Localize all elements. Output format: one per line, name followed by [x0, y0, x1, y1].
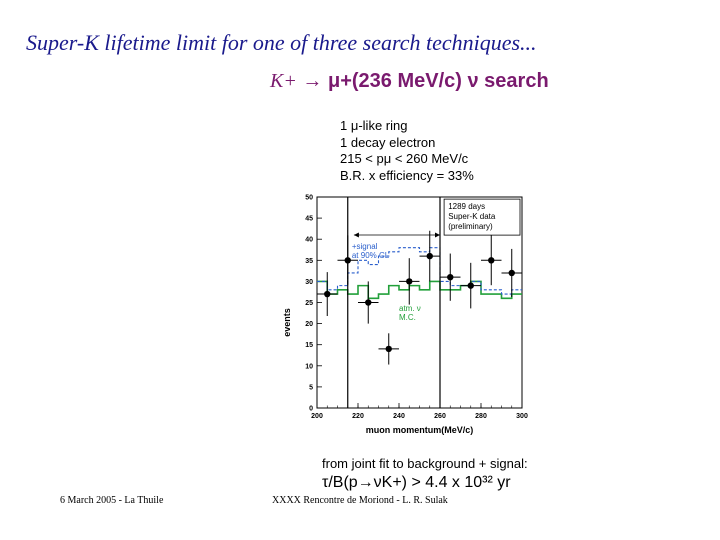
cut-window-arrowhead-right — [435, 232, 440, 238]
annotation-box-line: (preliminary) — [448, 222, 493, 231]
mc-annotation: M.C. — [399, 313, 416, 322]
search-heading: K+ → μ+(236 MeV/c) ν search — [270, 70, 549, 93]
data-point — [426, 252, 433, 260]
annotation-box-line: Super-K data — [448, 212, 496, 221]
data-point — [324, 290, 331, 298]
data-point — [344, 257, 351, 264]
lifetime-limit: τ/B(p→νK+) > 4.4 x 10³² yr — [322, 474, 511, 491]
y-tick-label: 5 — [309, 384, 313, 391]
result-caption: from joint fit to background + signal: — [322, 456, 528, 471]
x-axis-label: muon momentum(MeV/c) — [366, 425, 474, 435]
data-point — [406, 278, 413, 285]
y-tick-label: 25 — [305, 300, 313, 307]
y-tick-label: 20 — [305, 321, 313, 328]
mc-histogram — [317, 280, 522, 300]
y-tick-label: 45 — [305, 216, 313, 223]
data-point — [488, 257, 495, 264]
cut-line-1: 1 μ-like ring — [340, 118, 408, 133]
y-tick-label: 35 — [305, 258, 313, 265]
y-tick-label: 0 — [309, 406, 313, 413]
x-tick-label: 260 — [434, 413, 446, 420]
y-tick-label: 10 — [305, 363, 313, 370]
y-tick-label: 30 — [305, 279, 313, 286]
data-point — [447, 273, 454, 281]
y-axis-label: events — [282, 308, 292, 337]
selection-cuts: 1 μ-like ring 1 decay electron 215 < pμ … — [340, 118, 474, 184]
x-tick-label: 220 — [352, 413, 364, 420]
search-decay-text: → μ+(236 MeV/c) ν search — [302, 70, 549, 92]
x-tick-label: 240 — [393, 413, 405, 420]
cut-line-3: 215 < pμ < 260 MeV/c — [340, 151, 469, 166]
cut-line-4: B.R. x efficiency = 33% — [340, 167, 474, 183]
x-tick-label: 200 — [311, 413, 323, 420]
signal-annotation: +signal — [352, 242, 378, 251]
y-tick-label: 15 — [305, 342, 313, 349]
muon-momentum-chart: 200 220 240 260 280 300 0 5 10 15 20 25 30 35 40 45 50 mu… — [282, 195, 528, 436]
mc-annotation: atm. ν — [399, 304, 421, 313]
y-tick-label: 40 — [305, 237, 313, 244]
cut-line-2: 1 decay electron — [340, 134, 436, 150]
y-tick-label: 50 — [305, 195, 313, 202]
footer-date: 6 March 2005 - La Thuile — [60, 495, 164, 506]
annotation-box — [443, 198, 521, 236]
cut-window-arrowhead-left — [353, 232, 359, 238]
data-point — [385, 345, 392, 353]
signal-annotation: at 90% CL — [352, 251, 390, 260]
slide-title: Super-K lifetime limit for one of three … — [26, 30, 537, 55]
x-tick-label: 280 — [475, 413, 487, 420]
data-point — [467, 282, 474, 289]
search-kaon-symbol: K+ — [270, 70, 297, 92]
footer-conference: XXXX Rencontre de Moriond - L. R. Sulak — [272, 495, 448, 506]
data-point — [508, 269, 515, 277]
data-point — [365, 299, 372, 306]
x-tick-label: 300 — [516, 413, 528, 420]
annotation-box-line: 1289 days — [448, 202, 485, 211]
